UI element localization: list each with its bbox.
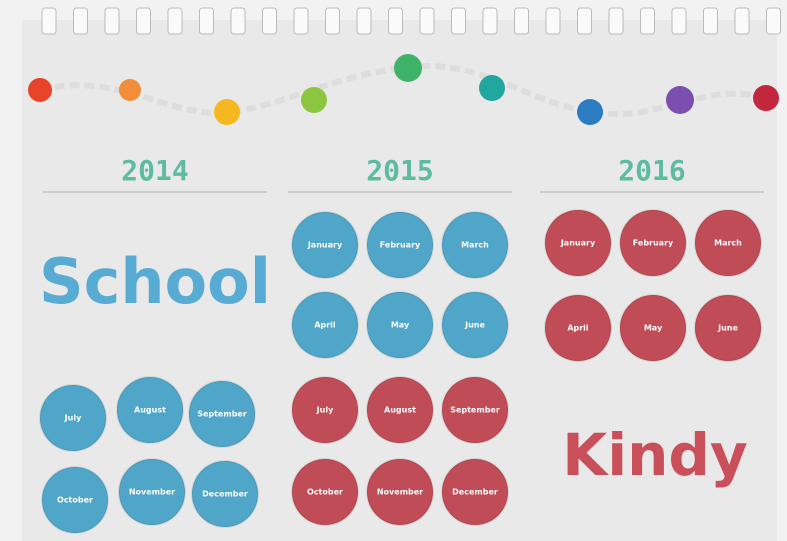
month-label: November (377, 488, 423, 497)
month-label: November (129, 488, 175, 497)
ring (357, 8, 371, 34)
ring (74, 8, 88, 34)
ring (452, 8, 466, 34)
month-label: July (64, 414, 82, 423)
ring (641, 8, 655, 34)
month-label: December (202, 490, 248, 499)
ring (389, 8, 403, 34)
month-label: April (314, 321, 336, 330)
ring (42, 8, 56, 34)
ring (672, 8, 686, 34)
month-label: April (567, 324, 589, 333)
ring (105, 8, 119, 34)
ring (294, 8, 308, 34)
ring (578, 8, 592, 34)
ring (326, 8, 340, 34)
month-label: February (633, 239, 674, 248)
month-label: September (450, 406, 500, 415)
section-label: Kindy (562, 421, 747, 489)
month-label: October (57, 496, 93, 505)
month-label: May (391, 321, 410, 330)
month-label: August (384, 406, 416, 415)
ring (231, 8, 245, 34)
ring (735, 8, 749, 34)
month-label: July (316, 406, 334, 415)
month-label: January (560, 239, 596, 248)
year-heading: 2016 (618, 154, 685, 187)
month-label: December (452, 488, 498, 497)
ring (420, 8, 434, 34)
ring (137, 8, 151, 34)
section-label: School (39, 245, 271, 318)
month-label: January (307, 241, 343, 250)
ring (168, 8, 182, 34)
year-heading: 2015 (366, 154, 433, 187)
ring (609, 8, 623, 34)
ring (200, 8, 214, 34)
year-heading: 2014 (121, 154, 188, 187)
calendar: 2014 School July August September October Nove… (0, 0, 787, 541)
month-label: June (464, 321, 485, 330)
month-label: March (714, 239, 742, 248)
month-label: September (197, 410, 247, 419)
ring (767, 8, 781, 34)
ring (483, 8, 497, 34)
month-label: August (134, 406, 166, 415)
month-label: October (307, 488, 343, 497)
ring (263, 8, 277, 34)
month-label: May (644, 324, 663, 333)
month-label: March (461, 241, 489, 250)
ring (546, 8, 560, 34)
month-label: February (380, 241, 421, 250)
month-label: June (717, 324, 738, 333)
ring (704, 8, 718, 34)
ring (515, 8, 529, 34)
